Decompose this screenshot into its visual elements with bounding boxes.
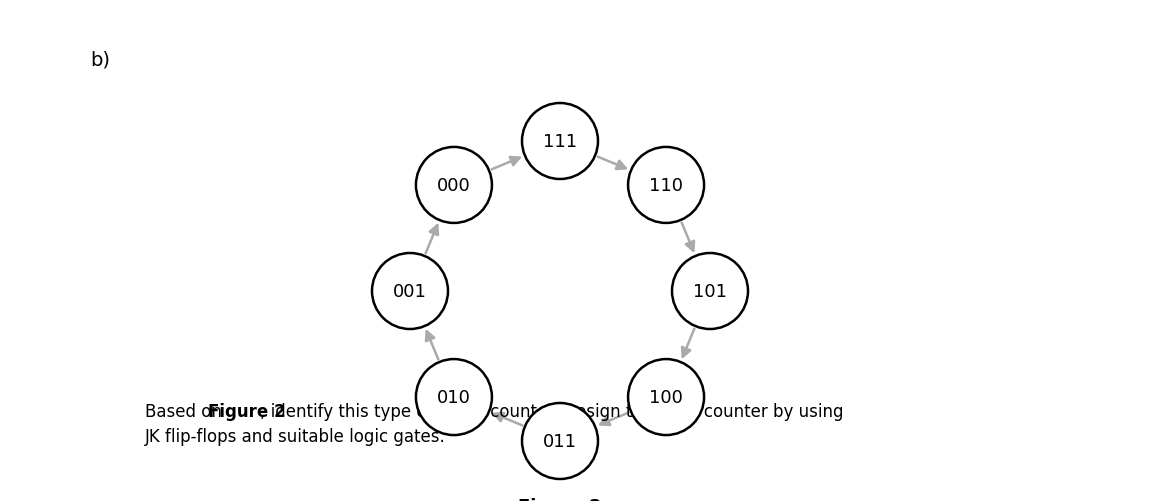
Text: Based on: Based on (145, 402, 227, 420)
Circle shape (628, 359, 704, 435)
Circle shape (522, 403, 598, 479)
Text: 001: 001 (393, 283, 427, 301)
Circle shape (522, 104, 598, 180)
Text: 010: 010 (438, 388, 470, 406)
Text: b): b) (90, 50, 110, 69)
Text: JK flip-flops and suitable logic gates.: JK flip-flops and suitable logic gates. (145, 427, 446, 445)
Text: Figure 2: Figure 2 (518, 497, 601, 501)
Text: 101: 101 (693, 283, 727, 301)
Text: 011: 011 (543, 432, 577, 450)
Circle shape (672, 254, 748, 329)
Circle shape (372, 254, 448, 329)
Text: 111: 111 (543, 133, 577, 151)
Circle shape (415, 359, 491, 435)
Text: , identify this type of ripple counter. Design this type counter by using: , identify this type of ripple counter. … (260, 402, 844, 420)
Text: Figure 2: Figure 2 (208, 402, 285, 420)
Text: 100: 100 (649, 388, 683, 406)
Text: 110: 110 (649, 176, 683, 194)
Circle shape (415, 148, 491, 223)
Circle shape (628, 148, 704, 223)
Text: 000: 000 (438, 176, 470, 194)
